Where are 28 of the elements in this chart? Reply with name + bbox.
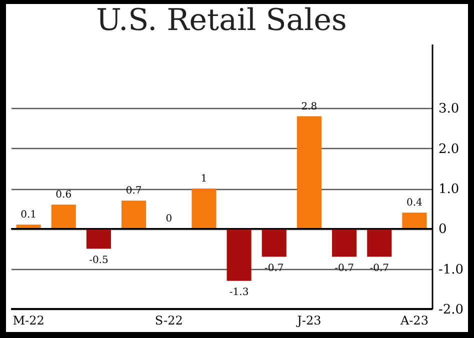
y-tick-label: 0: [438, 222, 447, 238]
y-tick-label: 3.0: [438, 102, 460, 117]
data-label: 1: [200, 174, 208, 185]
bar: [122, 200, 146, 229]
x-tick-label: J-23: [295, 314, 322, 328]
data-label: 0.6: [56, 190, 72, 201]
data-label: -1.3: [229, 286, 249, 298]
x-tick-label: A-23: [399, 314, 428, 328]
y-tick-label: -1.0: [438, 262, 464, 278]
y-tick-label: -2.0: [438, 302, 464, 318]
data-label: 0.1: [20, 210, 36, 221]
bar: [402, 212, 427, 229]
bar: [296, 116, 322, 229]
data-label: 0: [166, 214, 172, 225]
bar: [332, 228, 357, 257]
x-tick-label: S-22: [154, 314, 183, 328]
x-tick-label: M-22: [12, 314, 44, 328]
data-label: 0.4: [406, 198, 422, 209]
y-tick-label: 1.0: [438, 182, 460, 198]
chart-title: U.S. Retail Sales: [96, 3, 347, 38]
bar: [86, 228, 111, 249]
data-label: -0.5: [89, 254, 108, 266]
bar: [51, 204, 76, 229]
bar: [367, 228, 392, 257]
bar: [192, 188, 216, 229]
bar: [226, 228, 252, 281]
y-tick-label: 2.0: [438, 142, 460, 157]
bar: [262, 228, 286, 257]
